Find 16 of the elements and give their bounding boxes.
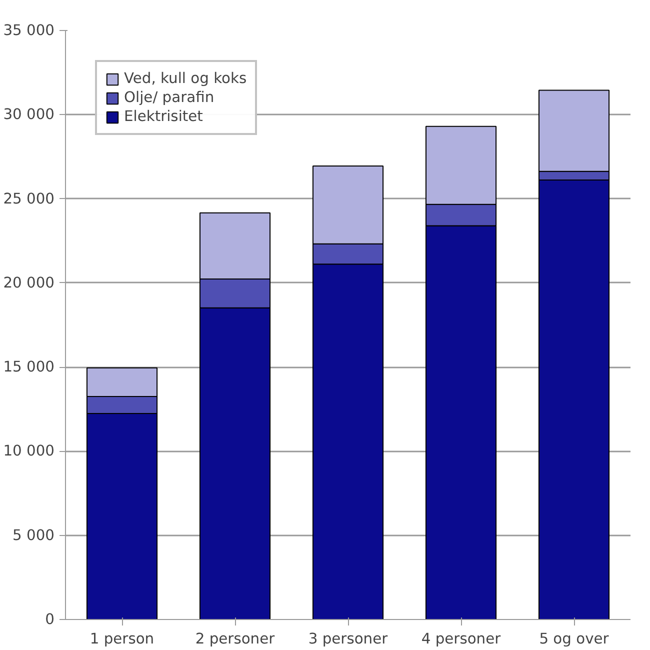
x-tick-label: 3 personer [308,630,389,648]
y-tick-label: 0 [45,611,55,628]
x-tick-label: 4 personer [421,630,502,648]
y-tick-label: 30 000 [3,106,55,124]
y-tick-label: 25 000 [3,190,55,208]
y-tick-label: 20 000 [3,274,55,292]
y-tick-label: 5 000 [12,526,55,544]
y-tick-label: 35 000 [3,22,55,39]
y-tick-label: 10 000 [3,442,55,460]
x-tick-label: 2 personer [195,630,276,648]
legend-label: Ved, kull og koks [124,70,247,87]
x-tick-label: 5 og over [539,630,610,648]
y-tick-label: 15 000 [3,358,55,376]
x-tick-label: 1 person [90,630,154,648]
legend-label: Olje/ parafin [124,89,214,106]
legend-label: Elektrisitet [124,108,203,125]
